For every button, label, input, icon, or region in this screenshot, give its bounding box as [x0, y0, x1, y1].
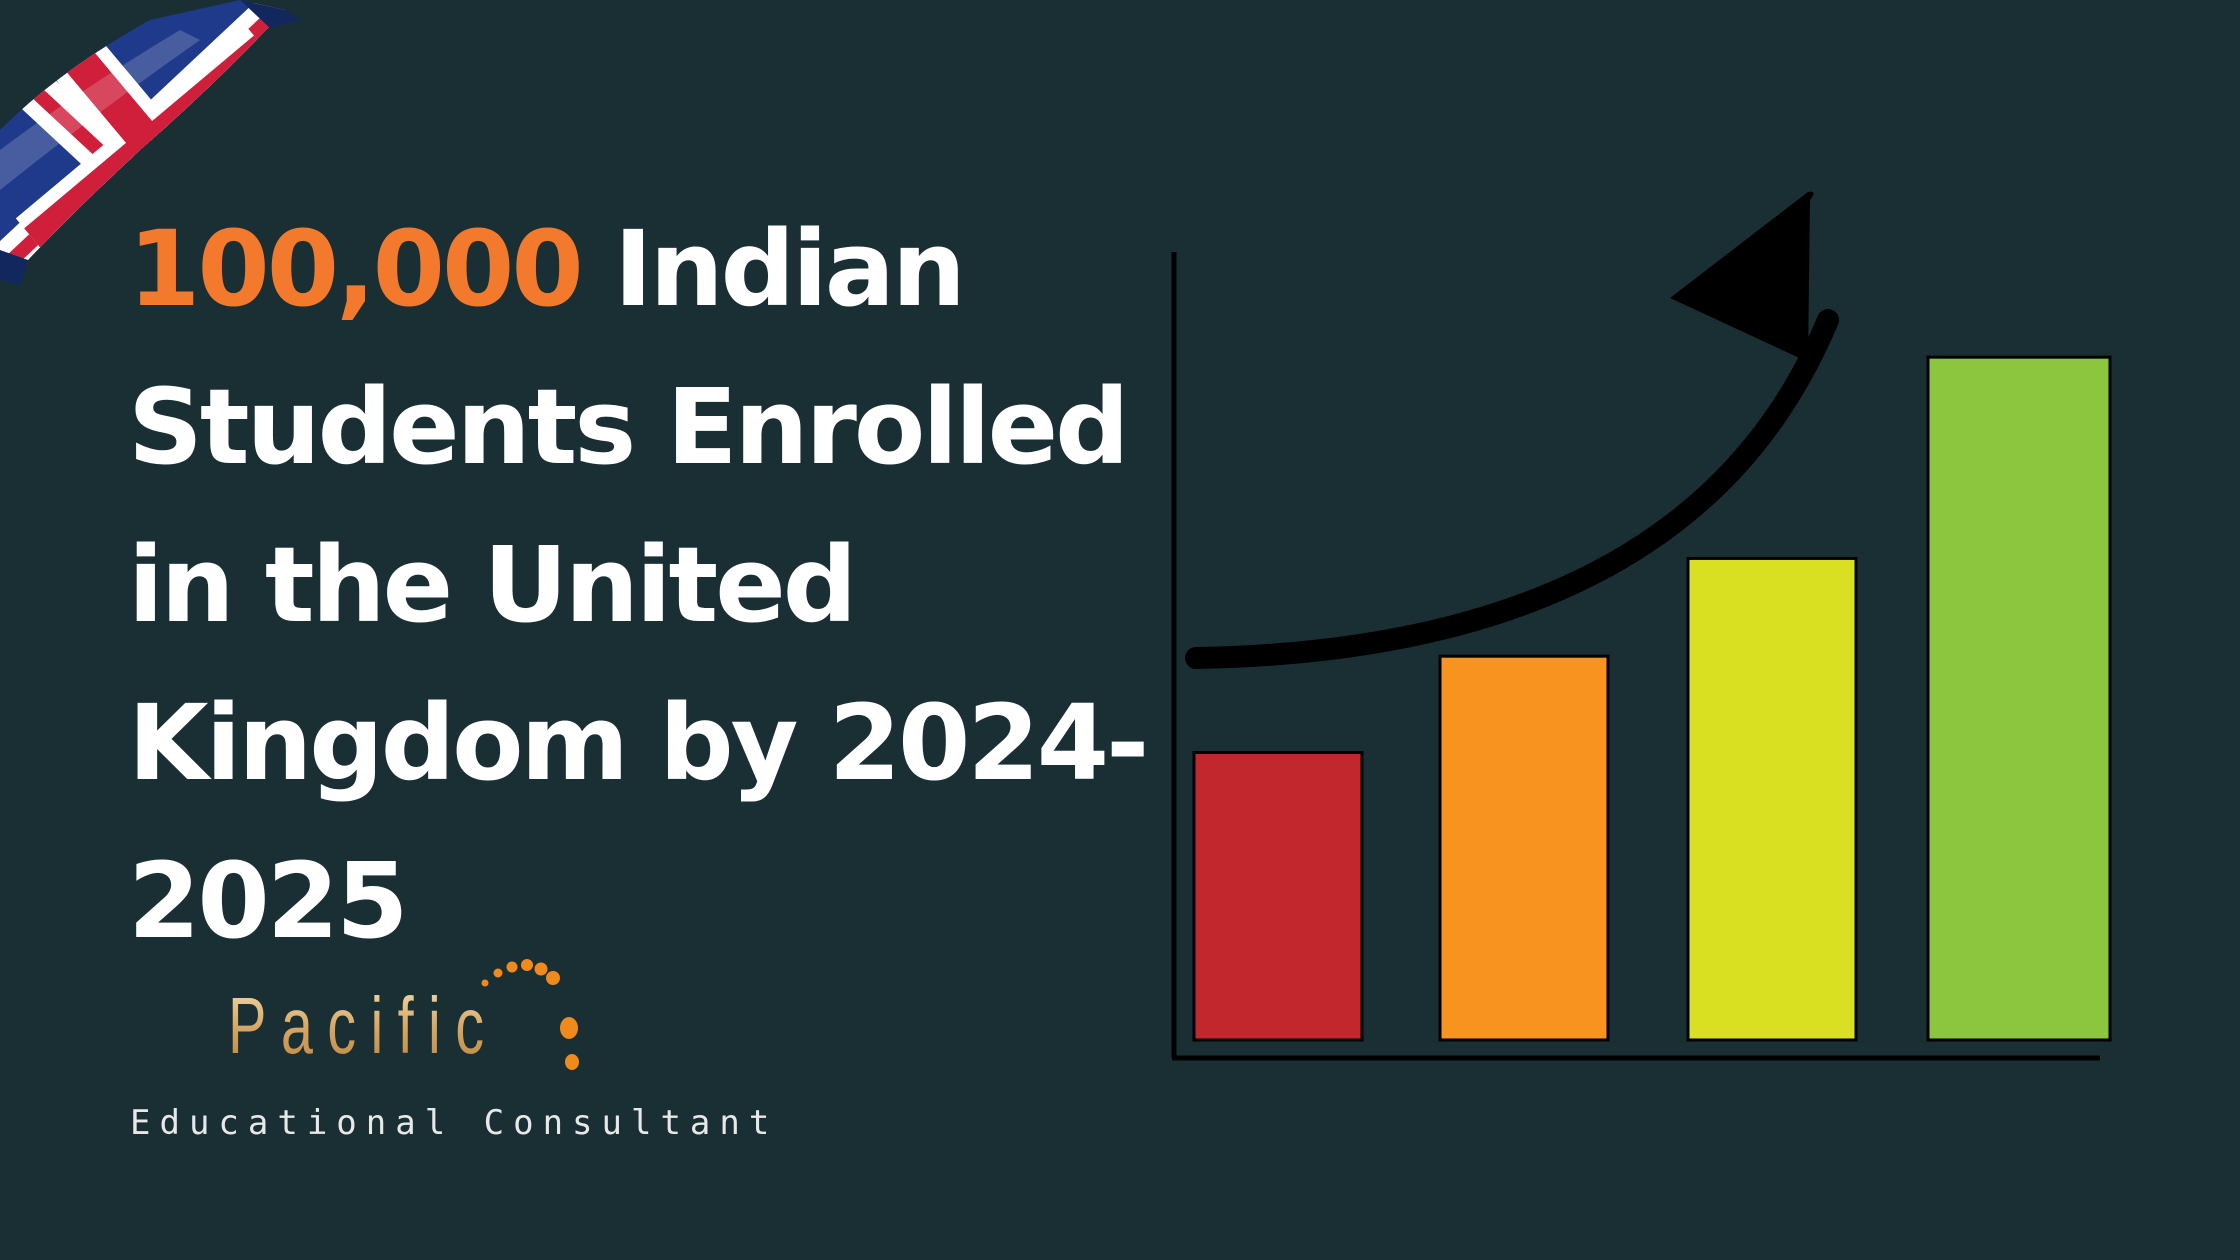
pacific-logo: Pacific Educational Consultant [120, 955, 769, 1155]
headline-line-3: in the United [128, 524, 857, 646]
uk-flag-ribbon-icon [0, 0, 300, 285]
logo-tagline: Educational Consultant [130, 1103, 779, 1143]
bars-group [1192, 355, 2112, 1042]
trend-arrow-head [1670, 191, 1814, 362]
headline-line-4: Kingdom by 2024- [128, 682, 1149, 804]
headline-number: 100,000 [128, 208, 584, 330]
logo-wordmark: Pacific [228, 981, 499, 1070]
trend-arrow-head-icon [1808, 170, 1834, 298]
headline-line-5: 2025 [128, 840, 408, 962]
logo-dots-icon [481, 959, 579, 1070]
headline-line-2: Students Enrolled [128, 366, 1130, 488]
growth-bar-chart [1171, 170, 2112, 1061]
bar-2 [1438, 654, 1610, 1042]
headline-line-1: 100,000 Indian [128, 190, 1188, 348]
bar-1 [1192, 751, 1364, 1042]
headline-line-1-rest: Indian [580, 208, 966, 330]
bar-4 [1926, 355, 2112, 1042]
trend-arrow-curve [1185, 309, 1839, 669]
bar-3 [1686, 556, 1858, 1042]
headline: 100,000 Indian Students Enrolled in the … [128, 190, 1188, 980]
